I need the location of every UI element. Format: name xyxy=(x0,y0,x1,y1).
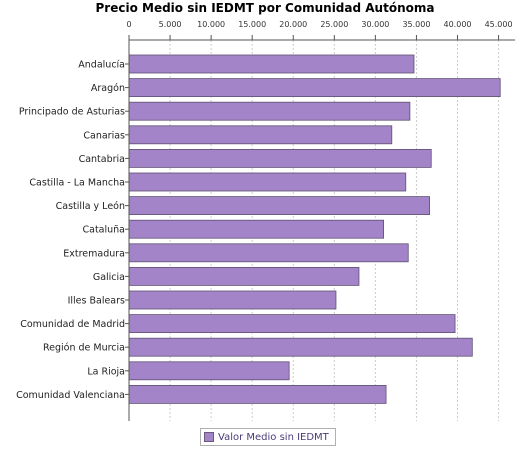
x-tick-label: 25.000 xyxy=(320,20,348,29)
bar xyxy=(128,384,387,404)
x-tick-label: 15.000 xyxy=(238,20,266,29)
axes: 0 5.000 10.000 15.000 20.000 25.000 30.000 35.0… xyxy=(16,20,515,421)
bar xyxy=(128,196,430,216)
category-label: Región de Murcia xyxy=(43,343,125,354)
x-tick-label: 45.000 xyxy=(485,20,513,29)
category-label: Canarias xyxy=(83,130,125,141)
bar xyxy=(128,148,432,168)
legend-swatch xyxy=(204,432,214,442)
bar xyxy=(128,172,407,192)
category-label: Comunidad de Madrid xyxy=(20,319,125,330)
category-label: Andalucía xyxy=(78,60,125,71)
category-label: Cataluña xyxy=(82,225,125,236)
bar xyxy=(128,125,393,145)
legend: Valor Medio sin IEDMT xyxy=(200,428,336,446)
category-label: Principado de Asturias xyxy=(19,107,125,118)
bar xyxy=(128,337,473,357)
x-tick-label: 0 xyxy=(126,20,131,29)
gridlines xyxy=(169,40,500,421)
bar xyxy=(128,78,501,97)
bar xyxy=(128,243,409,263)
legend-label: Valor Medio sin IEDMT xyxy=(218,431,329,443)
bar xyxy=(128,266,360,286)
category-label: Cantabria xyxy=(79,154,125,165)
category-label: Illes Balears xyxy=(68,296,125,307)
bar xyxy=(128,219,384,239)
bar xyxy=(128,314,456,334)
category-label: Castilla - La Mancha xyxy=(29,178,125,189)
category-label: Galicia xyxy=(93,272,125,283)
category-label: Aragón xyxy=(91,83,125,94)
x-tick-label: 20.000 xyxy=(279,20,307,29)
x-tick-label: 30.000 xyxy=(361,20,389,29)
bar xyxy=(128,290,337,310)
x-tick-label: 40.000 xyxy=(444,20,472,29)
x-tick-label: 10.000 xyxy=(197,20,225,29)
category-label: Extremadura xyxy=(63,248,125,259)
category-label: Comunidad Valenciana xyxy=(16,390,125,401)
x-tick-label: 5.000 xyxy=(159,20,182,29)
bar xyxy=(128,361,290,381)
bars xyxy=(128,54,501,404)
category-label: La Rioja xyxy=(87,366,125,377)
bar xyxy=(128,54,415,74)
bar xyxy=(128,101,411,121)
chart-title: Precio Medio sin IEDMT por Comunidad Aut… xyxy=(96,1,435,15)
x-tick-label: 35.000 xyxy=(402,20,430,29)
category-label: Castilla y León xyxy=(56,201,125,212)
